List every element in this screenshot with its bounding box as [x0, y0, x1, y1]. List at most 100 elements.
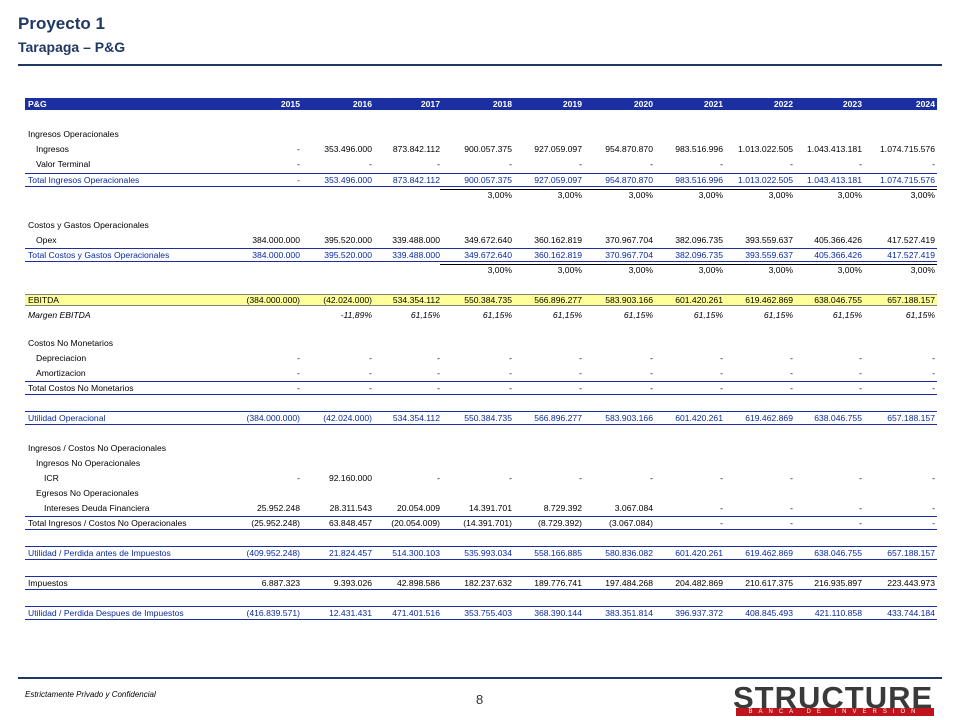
row-label: Ingresos No Operacionales	[36, 458, 141, 468]
cell-value: -	[437, 159, 440, 169]
cell-value: -	[369, 368, 372, 378]
cell-value: -	[720, 503, 723, 513]
cell-value: 360.162.819	[534, 235, 582, 245]
cell-value: 3,00%	[557, 265, 582, 275]
cell-value: 3,00%	[698, 265, 723, 275]
cell-value: -	[579, 159, 582, 169]
cell-value: 417.527.419	[887, 250, 935, 260]
cell-value: -	[859, 518, 862, 528]
cell-value: 393.559.637	[745, 250, 793, 260]
cell-value: -	[932, 353, 935, 363]
cell-value: 638.046.755	[814, 413, 862, 423]
cell-value: -	[369, 383, 372, 393]
total-rule	[25, 173, 937, 174]
cell-value: 954.870.870	[605, 144, 653, 154]
cell-value: -	[790, 503, 793, 513]
row-label: Intereses Deuda Financiera	[44, 503, 150, 513]
cell-value: -	[790, 518, 793, 528]
cell-value: 433.744.184	[887, 608, 935, 618]
cell-value: 900.057.375	[464, 175, 512, 185]
cell-value: 20.054.009	[396, 503, 440, 513]
cell-value: 421.110.858	[814, 608, 862, 618]
cell-value: 63.848.457	[328, 518, 372, 528]
row-label: Depreciacion	[36, 353, 87, 363]
cell-value: 189.776.741	[534, 578, 582, 588]
percent-rule	[440, 189, 937, 190]
cell-value: 900.057.375	[464, 144, 512, 154]
total-rule	[25, 261, 937, 262]
cell-value: (42.024.000)	[323, 413, 372, 423]
cell-value: -	[720, 383, 723, 393]
total-rule	[25, 576, 937, 577]
cell-value: -	[437, 353, 440, 363]
cell-value: 927.059.097	[534, 144, 582, 154]
row-label: ICR	[44, 473, 59, 483]
confidential-note: Estrictamente Privado y Confidencial	[25, 690, 156, 699]
cell-value: 954.870.870	[605, 175, 653, 185]
cell-value: 405.366.426	[814, 250, 862, 260]
cell-value: (20.054.009)	[391, 518, 440, 528]
cell-value: (3.067.084)	[609, 518, 653, 528]
cell-value: -	[790, 473, 793, 483]
cell-value: 619.462.869	[745, 413, 793, 423]
total-rule	[25, 186, 937, 187]
cell-value: 339.488.000	[392, 250, 440, 260]
total-rule	[25, 529, 937, 530]
cell-value: 558.166.885	[534, 548, 582, 558]
cell-value: 3,00%	[487, 190, 512, 200]
footer-rule	[18, 677, 942, 679]
cell-value: 873.842.112	[392, 144, 440, 154]
cell-value: (416.839.571)	[246, 608, 300, 618]
cell-value: -	[720, 159, 723, 169]
cell-value: -	[859, 383, 862, 393]
cell-value: 471.401.516	[392, 608, 440, 618]
row-label: Utilidad / Perdida antes de Impuestos	[28, 548, 171, 558]
cell-value: -	[720, 473, 723, 483]
cell-value: 61,15%	[552, 310, 582, 320]
cell-value: -	[932, 368, 935, 378]
row-label: Utilidad Operacional	[28, 413, 106, 423]
cell-value: -	[859, 353, 862, 363]
row-label: Impuestos	[28, 578, 68, 588]
cell-value: 3,00%	[628, 190, 653, 200]
row-label: Ingresos / Costos No Operacionales	[28, 443, 167, 453]
cell-value: 619.462.869	[745, 295, 793, 305]
cell-value: -	[437, 473, 440, 483]
total-rule	[25, 606, 937, 607]
cell-value: 3.067.084	[614, 503, 653, 513]
total-rule	[25, 248, 937, 249]
cell-value: -	[932, 518, 935, 528]
cell-value: 25.952.248	[256, 503, 300, 513]
total-rule	[25, 589, 937, 590]
row-label: Valor Terminal	[36, 159, 91, 169]
total-rule	[25, 394, 937, 395]
row-label: Costos No Monetarios	[28, 338, 114, 348]
cell-value: 580.836.082	[605, 548, 653, 558]
cell-value: 927.059.097	[534, 175, 582, 185]
year-header: 2016	[352, 99, 372, 109]
row-label: Margen EBITDA	[28, 310, 91, 320]
cell-value: 550.384.735	[464, 295, 512, 305]
cell-value: -	[790, 368, 793, 378]
cell-value: -	[859, 473, 862, 483]
cell-value: -	[297, 473, 300, 483]
cell-value: 1.013.022.505	[738, 144, 793, 154]
cell-value: (25.952.248)	[251, 518, 300, 528]
year-header: 2015	[280, 99, 300, 109]
row-label: Total Ingresos / Costos No Operacionales	[28, 518, 187, 528]
percent-rule	[440, 264, 937, 265]
cell-value: -	[579, 368, 582, 378]
cell-value: -	[509, 353, 512, 363]
cell-value: 370.967.704	[605, 235, 653, 245]
cell-value: 382.096.735	[675, 250, 723, 260]
cell-value: 384.000.000	[252, 235, 300, 245]
cell-value: 3,00%	[910, 265, 935, 275]
cell-value: -	[437, 383, 440, 393]
row-label: Total Costos No Monetarios	[28, 383, 134, 393]
cell-value: 601.420.261	[675, 413, 723, 423]
cell-value: 216.935.897	[814, 578, 862, 588]
cell-value: 983.516.996	[675, 144, 723, 154]
cell-value: -	[297, 144, 300, 154]
row-label: Total Costos y Gastos Operacionales	[28, 250, 170, 260]
